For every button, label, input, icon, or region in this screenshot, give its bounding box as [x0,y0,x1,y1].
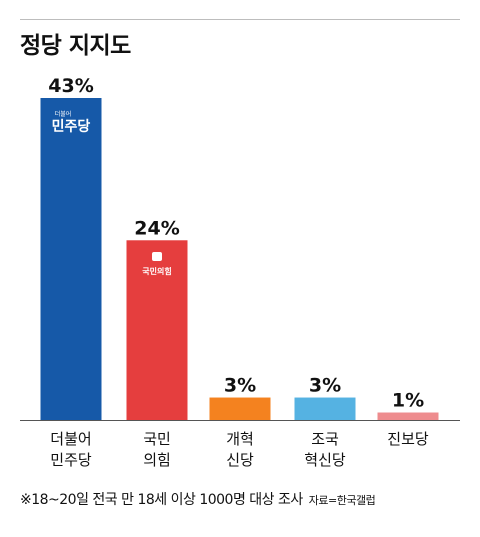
ppp-logo-mark [152,252,162,261]
bar-2 [209,397,271,420]
bar-chart: 43%더불어민주당24%국민의힘3%개혁신당3%조국혁신당1%진보당더불어민주당… [20,75,460,469]
top-rule [20,19,460,20]
minjoo-logo: 민주당 [52,118,91,135]
category-label-0-1: 민주당 [50,451,92,469]
category-label-2-0: 개혁 [226,430,254,448]
category-label-4-0: 진보당 [387,430,429,448]
value-label-4: 1% [392,390,424,412]
value-label-1: 24% [134,217,179,239]
category-label-1-1: 의힘 [143,451,171,469]
bar-3 [294,397,356,420]
category-label-3-1: 혁신당 [304,451,346,469]
value-label-2: 3% [224,375,256,397]
bar-0 [40,98,102,420]
ppp-logo: 국민의힘 [142,266,171,276]
value-label-0: 43% [48,75,93,97]
bar-4 [377,412,439,420]
footnote: ※18~20일 전국 만 18세 이상 1000명 대상 조사 자료=한국갤럽 [20,489,470,509]
bar-1 [126,240,188,420]
category-label-1-0: 국민 [143,430,171,448]
chart-title: 정당 지지도 [20,33,131,59]
value-label-3: 3% [309,375,341,397]
category-label-3-0: 조국 [311,430,339,448]
minjoo-logo-small: 더불어 [55,110,72,118]
category-label-2-1: 신당 [226,451,254,469]
footnote-text: ※18~20일 전국 만 18세 이상 1000명 대상 조사 [20,492,303,508]
source-text: 자료=한국갤럽 [308,494,376,507]
category-label-0-0: 더불어 [50,430,91,448]
